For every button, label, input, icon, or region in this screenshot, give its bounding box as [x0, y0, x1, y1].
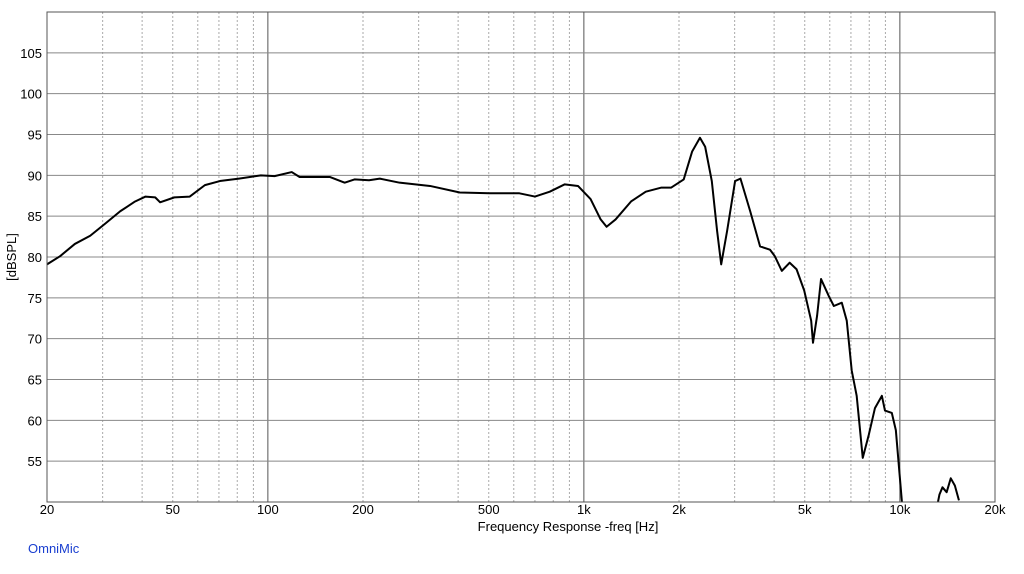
grid — [46, 12, 996, 502]
x-tick-label: 500 — [478, 502, 500, 517]
y-tick-label: 70 — [28, 332, 42, 347]
y-axis-label: [dBSPL] — [4, 233, 19, 281]
x-tick-label: 20 — [40, 502, 54, 517]
y-tick-label: 60 — [28, 413, 42, 428]
y-tick-label: 90 — [28, 168, 42, 183]
y-tick-label: 75 — [28, 291, 42, 306]
plot — [47, 136, 960, 502]
y-tick-label: 80 — [28, 250, 42, 265]
x-tick-label: 2k — [672, 502, 686, 517]
x-tick-label: 50 — [166, 502, 180, 517]
x-tick-label: 100 — [257, 502, 279, 517]
footer-brand: OmniMic — [28, 541, 80, 556]
y-tick-label: 100 — [20, 87, 42, 102]
y-tick-label: 105 — [20, 46, 42, 61]
y-tick-label: 65 — [28, 373, 42, 388]
x-tick-label: 1k — [577, 502, 591, 517]
plot-frame — [46, 11, 996, 503]
x-tick-label: 200 — [352, 502, 374, 517]
x-tick-label: 20k — [985, 502, 1006, 517]
x-axis-label: Frequency Response -freq [Hz] — [478, 519, 659, 534]
y-tick-label: 55 — [28, 454, 42, 469]
x-tick-label: 5k — [798, 502, 812, 517]
y-tick-label: 95 — [28, 128, 42, 143]
y-tick-label: 85 — [28, 209, 42, 224]
response-line — [47, 136, 960, 502]
x-tick-label: 10k — [889, 502, 910, 517]
